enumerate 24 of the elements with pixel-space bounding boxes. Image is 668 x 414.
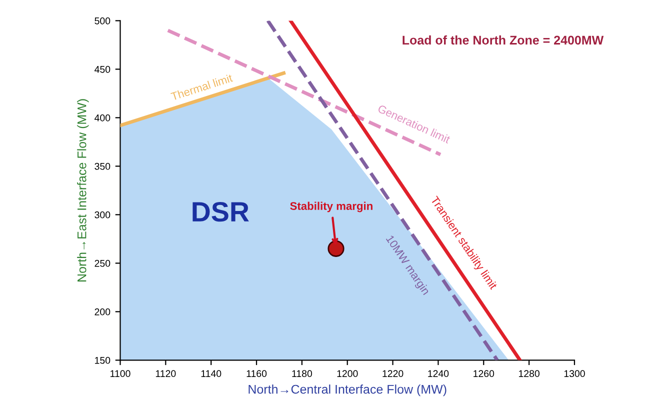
x-tick-label: 1160 [246,370,267,378]
y-tick-label: 500 [94,17,110,24]
x-axis-title: North→Central Interface Flow (MW) [248,384,446,396]
x-tick-label: 1220 [382,370,404,378]
y-tick-label: 450 [94,66,110,73]
x-tick-label: 1240 [428,370,449,378]
y-axis-title: North→East Interface Flow (MW) [77,99,89,282]
x-tick-label: 1280 [518,370,540,378]
annotation: Stability margin [290,202,372,212]
y-tick-label: 200 [94,308,110,316]
annotation: Load of the North Zone = 2400MW [402,35,604,45]
x-tick-label: 1200 [337,370,358,378]
x-tick-label: 1100 [110,370,130,378]
y-tick-label: 300 [94,211,110,218]
y-tick-label: 400 [94,114,110,122]
y-tick-label: 250 [94,260,110,267]
x-tick-label: 1180 [292,370,312,378]
y-tick-label: 350 [94,162,110,170]
x-tick-label: 1120 [156,370,176,378]
x-tick-label: 1140 [201,370,222,378]
x-tick-label: 1300 [564,370,585,378]
x-tick-label: 1260 [474,370,494,378]
annotation: DSR [192,202,249,222]
y-tick-label: 150 [95,356,110,364]
